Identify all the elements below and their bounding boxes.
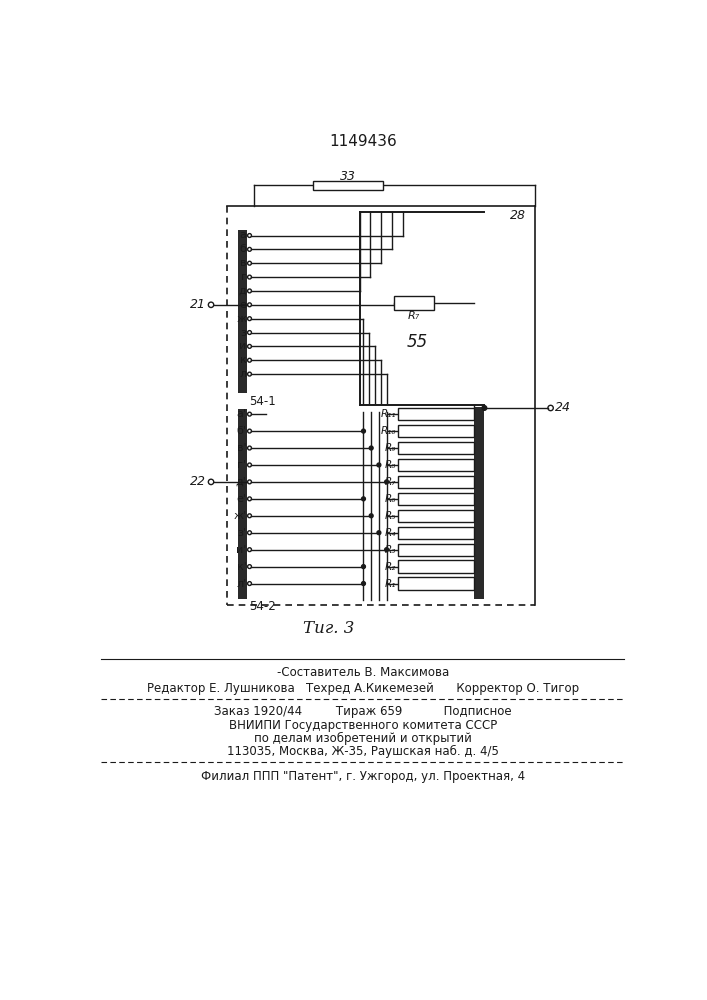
Text: 113035, Москва, Ж-35, Раушская наб. д. 4/5: 113035, Москва, Ж-35, Раушская наб. д. 4… (227, 745, 498, 758)
Circle shape (361, 565, 366, 569)
Text: R₃: R₃ (385, 545, 396, 555)
Text: 33: 33 (340, 170, 356, 183)
Bar (238, 230, 247, 393)
Text: Τиг. 3: Τиг. 3 (303, 620, 354, 637)
Text: г': г' (238, 460, 247, 470)
Text: 54-1: 54-1 (249, 395, 276, 408)
Circle shape (361, 429, 366, 433)
Bar (313, 181, 382, 190)
Circle shape (377, 531, 381, 535)
Text: по делам изобретений и открытий: по делам изобретений и открытий (254, 732, 472, 745)
Text: и: и (239, 341, 247, 351)
Text: ж': ж' (233, 511, 247, 521)
Text: R₁: R₁ (385, 579, 396, 589)
Text: R₅: R₅ (385, 511, 396, 521)
Circle shape (369, 446, 373, 450)
Text: а: а (240, 231, 247, 240)
Circle shape (385, 480, 389, 484)
Text: б': б' (236, 426, 247, 436)
Text: ж: ж (236, 314, 247, 324)
Text: л: л (240, 369, 247, 379)
Text: R₁₀: R₁₀ (380, 426, 396, 436)
Text: д: д (239, 286, 247, 296)
Text: 54-2: 54-2 (249, 600, 276, 613)
Circle shape (482, 406, 486, 410)
Bar (398, 408, 474, 420)
Bar (398, 527, 474, 539)
Bar (398, 544, 474, 556)
Text: е: е (240, 300, 247, 310)
Text: к': к' (237, 562, 247, 572)
Bar (398, 459, 474, 471)
Text: ВНИИПИ Государственного комитета СССР: ВНИИПИ Государственного комитета СССР (228, 719, 497, 732)
Bar (238, 409, 247, 599)
Text: R₈: R₈ (385, 460, 396, 470)
Text: 22: 22 (190, 475, 206, 488)
Bar (398, 577, 474, 590)
Text: Филиал ППП "Патент", г. Ужгород, ул. Проектная, 4: Филиал ППП "Патент", г. Ужгород, ул. Про… (201, 770, 525, 783)
Text: Заказ 1920/44         Тираж 659           Подписное: Заказ 1920/44 Тираж 659 Подписное (214, 705, 512, 718)
Circle shape (361, 497, 366, 501)
Text: 28: 28 (510, 209, 526, 222)
Bar (398, 425, 474, 437)
Bar (398, 476, 474, 488)
Bar (394, 296, 433, 310)
Circle shape (377, 463, 381, 467)
Text: л': л' (236, 579, 247, 589)
Text: R₆: R₆ (385, 494, 396, 504)
Bar (474, 407, 484, 599)
Text: R₇: R₇ (385, 477, 396, 487)
Text: R₉: R₉ (385, 443, 396, 453)
Text: 1149436: 1149436 (329, 134, 397, 149)
Circle shape (369, 514, 373, 518)
Text: Редактор Е. Лушникова   Техред А.Кикемезей      Корректор О. Тигор: Редактор Е. Лушникова Техред А.Кикемезей… (146, 682, 579, 695)
Text: R₄: R₄ (385, 528, 396, 538)
Text: 55: 55 (407, 333, 428, 351)
Text: г: г (240, 272, 247, 282)
Text: д': д' (235, 477, 247, 487)
Text: а': а' (236, 409, 247, 419)
Text: R₇: R₇ (407, 311, 420, 321)
Text: к: к (240, 355, 247, 365)
Text: з: з (240, 328, 247, 338)
Text: -Составитель В. Максимова: -Составитель В. Максимова (276, 666, 449, 679)
Text: в: в (240, 258, 247, 268)
Text: R₁₁: R₁₁ (380, 409, 396, 419)
Bar (398, 442, 474, 454)
Text: R₂: R₂ (385, 562, 396, 572)
Bar (398, 560, 474, 573)
Text: е': е' (236, 494, 247, 504)
Text: з': з' (238, 528, 247, 538)
Text: 24: 24 (555, 401, 571, 414)
Bar (398, 510, 474, 522)
Circle shape (361, 582, 366, 585)
Circle shape (385, 548, 389, 552)
Text: б: б (240, 244, 247, 254)
Bar (398, 493, 474, 505)
Text: в': в' (237, 443, 247, 453)
Text: и': и' (236, 545, 247, 555)
Text: 21: 21 (190, 298, 206, 311)
